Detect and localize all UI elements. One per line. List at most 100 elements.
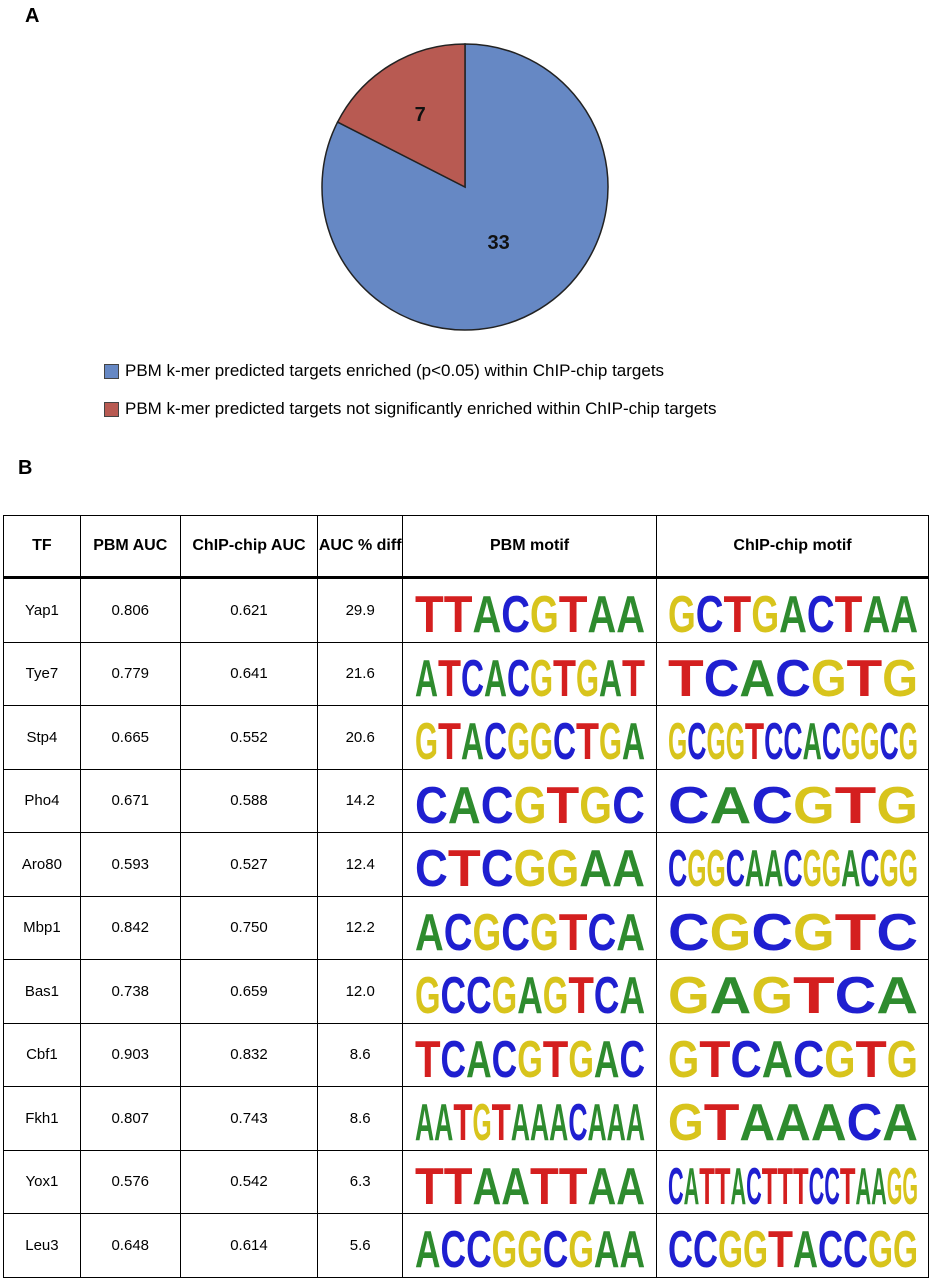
table-cell: 0.593 <box>79 832 181 897</box>
table-cell: 0.832 <box>179 1022 319 1087</box>
header-cell: ChIP-chip AUC <box>179 515 319 579</box>
logo-letter: G <box>513 777 546 827</box>
logo-letter: T <box>777 1158 793 1208</box>
logo-letter: T <box>744 713 763 763</box>
logo-letter: A <box>793 1221 818 1271</box>
logo-letter: A <box>683 1158 699 1208</box>
logo-letter: T <box>558 904 587 954</box>
logo-letter: C <box>587 904 616 954</box>
data-label: 33 <box>487 232 509 254</box>
logo-letter: A <box>472 1158 501 1208</box>
logo-letter: A <box>593 1031 619 1081</box>
logo-letter: G <box>821 840 840 890</box>
logo-letter: G <box>576 650 599 700</box>
header-row: TF PBM AUC ChIP-chip AUC AUC % diff PBM moti… <box>3 515 929 579</box>
logo-letter: G <box>709 904 751 954</box>
table-cell: Fkh1 <box>3 1086 81 1151</box>
table-cell: Yox1 <box>3 1149 81 1214</box>
logo-letter: A <box>434 1094 453 1144</box>
logo-letter: C <box>783 840 802 890</box>
table-cell: Tye7 <box>3 641 81 706</box>
table-cell: 0.576 <box>79 1149 181 1214</box>
table-cell: 5.6 <box>317 1213 404 1278</box>
logo-letter: T <box>568 967 594 1017</box>
logo-letter: T <box>703 1094 739 1144</box>
logo-letter: A <box>616 904 645 954</box>
logo-letter: A <box>599 650 622 700</box>
table-cell: 0.743 <box>179 1086 319 1151</box>
table-cell: 0.738 <box>79 959 181 1024</box>
logo-letter: G <box>668 713 687 763</box>
table-cell: Pho4 <box>3 768 81 833</box>
logo-letter: A <box>484 650 507 700</box>
logo-letter: T <box>723 586 751 636</box>
logo-letter: T <box>546 777 579 827</box>
logo-letter: C <box>501 586 530 636</box>
logo-letter: A <box>862 586 890 636</box>
logo-letter: A <box>761 1031 792 1081</box>
table-cell: 0.842 <box>79 895 181 960</box>
logo-letter: A <box>622 713 645 763</box>
logo-letter: A <box>855 1158 871 1208</box>
table: TF PBM AUC ChIP-chip AUC AUC % diff PBM moti… <box>3 515 929 1279</box>
header-cell: PBM AUC <box>79 515 181 579</box>
logo-letter: A <box>810 1094 846 1144</box>
logo-letter: C <box>846 1094 882 1144</box>
table-cell: 12.0 <box>317 959 404 1024</box>
logo-letter: A <box>593 1221 619 1271</box>
logo-letter: G <box>568 1031 594 1081</box>
logo-letter: G <box>517 1031 543 1081</box>
logo-letter: A <box>472 586 501 636</box>
header-cell: TF <box>3 515 81 579</box>
logo-letter: T <box>443 586 472 636</box>
table-cell: 12.4 <box>317 832 404 897</box>
logo-letter: A <box>415 650 438 700</box>
logo-letter: A <box>415 1094 434 1144</box>
table-row: Cbf1 0.903 0.832 8.6 T C A C G T G A C G T C A C G T G <box>3 1022 929 1089</box>
logo-letter: G <box>718 1221 743 1271</box>
table-cell: Stp4 <box>3 705 81 770</box>
header-cell: PBM motif <box>402 515 658 579</box>
logo-letter: T <box>834 586 862 636</box>
table-row: Stp4 0.665 0.552 20.6 G T A C G G C T G A G C G G T C C A C G G C… <box>3 705 929 771</box>
data-label: 7 <box>415 104 426 126</box>
logo-letter: T <box>699 1158 715 1208</box>
logo-letter: G <box>706 840 725 890</box>
logo-letter: C <box>818 1221 843 1271</box>
legend-item: PBM k-mer predicted targets not signific… <box>104 399 716 419</box>
logo-letter: C <box>553 713 576 763</box>
logo-letter: G <box>668 1094 704 1144</box>
table-cell: 0.903 <box>79 1022 181 1087</box>
logo-letter: G <box>472 1094 491 1144</box>
logo-letter: A <box>587 1094 606 1144</box>
legend-swatch <box>104 363 119 379</box>
logo-letter: A <box>501 1158 530 1208</box>
logo-letter: G <box>517 1221 543 1271</box>
table-cell: 0.806 <box>79 577 181 643</box>
logo-letter: A <box>625 1094 644 1144</box>
logo-letter: T <box>491 1094 510 1144</box>
logo-letter: T <box>793 967 835 1017</box>
table-cell: 6.3 <box>317 1149 404 1214</box>
logo-letter: T <box>699 1031 730 1081</box>
logo-letter: T <box>622 650 645 700</box>
table-cell: 0.648 <box>79 1213 181 1278</box>
logo-letter: G <box>902 1158 918 1208</box>
logo-letter: C <box>668 1221 693 1271</box>
